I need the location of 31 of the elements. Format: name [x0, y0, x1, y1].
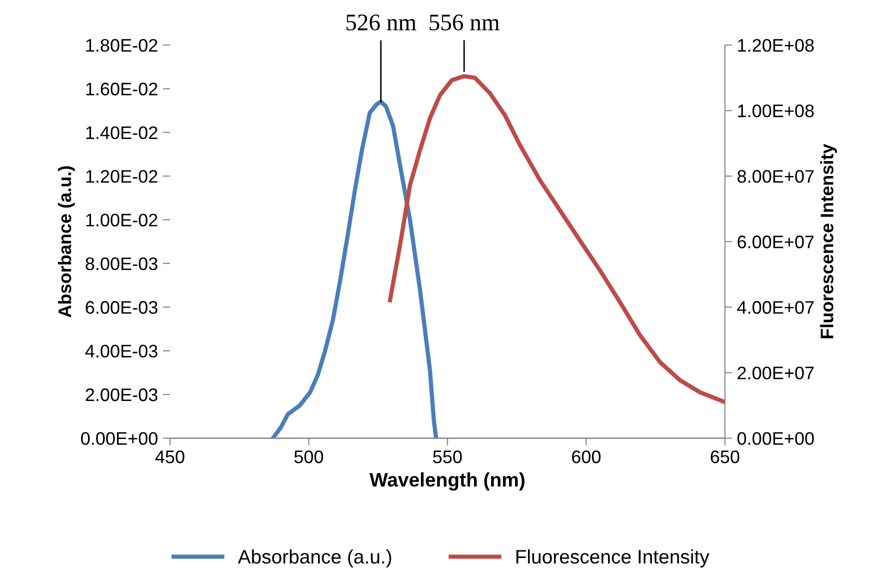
x-tick-label: 500: [294, 450, 324, 464]
line-series: [388, 74, 725, 404]
y2-axis-title: Fluorescence Intensity: [820, 144, 837, 338]
x-tick-label: 550: [433, 450, 462, 464]
y-axis-title: Absorbance (a.u.): [58, 166, 75, 318]
y-tick-label: 1.80E-02: [86, 38, 158, 52]
x-tick-label: 600: [572, 450, 601, 464]
y-tick-label: 1.20E-02: [86, 170, 158, 183]
x-tick-label: 650: [710, 450, 740, 464]
y2-tick-label: 1.20E+08: [738, 38, 814, 52]
annotation: 556 nm: [430, 14, 500, 30]
y-tick-label: 1.60E-02: [86, 82, 158, 96]
y2-tick-label: 4.00E+07: [737, 301, 814, 314]
y2-tick-label: 2.00E+07: [738, 366, 814, 380]
y-tick-label: 1.40E-02: [86, 126, 158, 140]
y-tick-label: 1.00E-02: [86, 214, 158, 226]
y2-tick-label: 0.00E+00: [737, 432, 814, 445]
y-tick-label: 6.00E-03: [86, 301, 158, 314]
y2-tick-label: 1.00E+08: [738, 104, 814, 118]
annotation: 526 nm: [346, 14, 416, 30]
y-tick-label: 4.00E-03: [85, 344, 158, 358]
y-tick-label: 2.00E-03: [86, 388, 158, 402]
y-tick-label: 0.00E+00: [81, 432, 158, 445]
x-axis-title: Wavelength (nm): [370, 472, 524, 491]
line-series: [270, 100, 438, 438]
y-tick-label: 8.00E-03: [86, 257, 158, 270]
legend-label: Absorbance (a.u.): [238, 549, 392, 568]
legend-label: Fluorescence Intensity: [516, 549, 710, 568]
x-tick-label: 450: [155, 450, 184, 464]
y2-tick-label: 8.00E+07: [738, 170, 814, 183]
y2-tick-label: 6.00E+07: [738, 236, 814, 248]
